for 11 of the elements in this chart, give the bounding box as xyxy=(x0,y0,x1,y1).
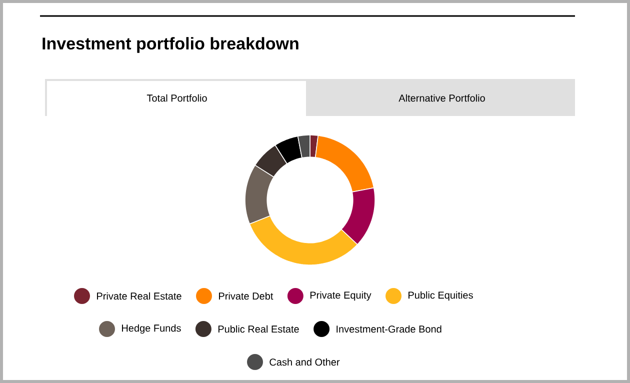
text: Alternative Portfolio xyxy=(398,94,485,102)
legend-label: Public Real Estate xyxy=(218,325,299,333)
legend-label: Private Real Estate xyxy=(97,292,182,300)
legend-label: Private Equity xyxy=(310,291,372,301)
legend-label: Investment-Grade Bond xyxy=(336,325,442,333)
legend-label: Public Equities xyxy=(408,291,473,301)
text: Total Portfolio xyxy=(146,94,207,102)
legend-label: Private Debt xyxy=(219,292,274,300)
legend-label: Hedge Funds xyxy=(122,324,181,334)
chart-title: Investment portfolio breakdown xyxy=(42,37,298,53)
legend-label: Cash and Other xyxy=(270,358,340,366)
